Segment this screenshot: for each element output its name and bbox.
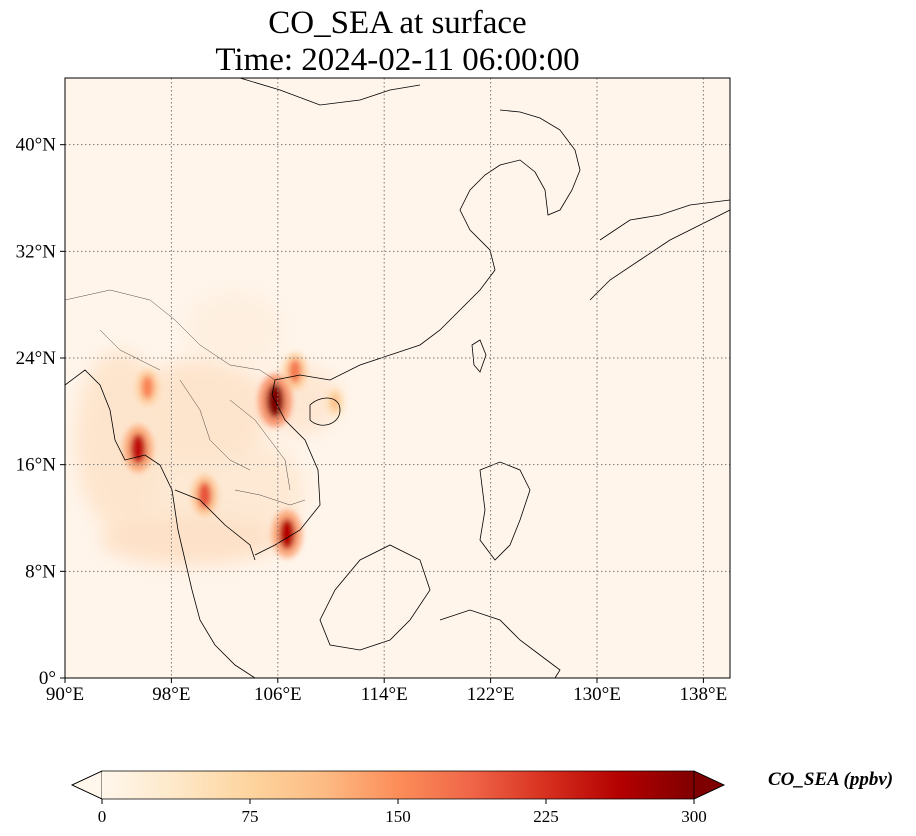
colorbar-body bbox=[102, 771, 694, 799]
colorbar-tick-label: 225 bbox=[533, 807, 559, 826]
tick-label-lat: 0° bbox=[39, 668, 56, 689]
tick-label-lon: 138°E bbox=[680, 684, 728, 705]
tick-label-lat: 24°N bbox=[16, 348, 57, 369]
hotspot-core bbox=[130, 433, 146, 464]
tick-label-lat: 8°N bbox=[25, 561, 56, 582]
colorbar: 0 75 150 225 300 bbox=[71, 770, 725, 826]
colorbar-tick-label: 150 bbox=[385, 807, 411, 826]
tick-label-lon: 122°E bbox=[467, 684, 515, 705]
colorbar-tick-label: 0 bbox=[98, 807, 107, 826]
tick-label-lat: 32°N bbox=[16, 241, 57, 262]
hotspot-core bbox=[141, 375, 154, 399]
hotspot-core bbox=[330, 392, 340, 412]
colorbar-extend-min bbox=[71, 770, 103, 800]
tick-label-lon: 106°E bbox=[254, 684, 302, 705]
tick-label-lat: 16°N bbox=[16, 455, 57, 476]
tick-label-lon: 114°E bbox=[361, 684, 408, 705]
tick-label-lon: 90°E bbox=[46, 684, 84, 705]
hotspot-core bbox=[279, 518, 295, 550]
map-frame bbox=[64, 77, 731, 679]
tick-label-lon: 130°E bbox=[573, 684, 621, 705]
axis-ticks: 90°E 98°E 106°E 114°E 122°E 130°E 138°E 0° 8°N 16… bbox=[16, 135, 728, 705]
concentration-hotspots bbox=[123, 352, 345, 559]
country-borders bbox=[65, 289, 306, 506]
tick-label-lat: 40°N bbox=[16, 135, 57, 156]
hotspot-core bbox=[289, 359, 302, 384]
map-subtitle: Time: 2024-02-11 06:00:00 bbox=[215, 42, 580, 78]
tick-label-lon: 98°E bbox=[152, 684, 190, 705]
colorbar-label: CO_SEA (ppbv) bbox=[768, 769, 894, 790]
colorbar-tick-label: 75 bbox=[242, 807, 259, 826]
colorbar-tick-label: 300 bbox=[681, 807, 707, 826]
coastlines bbox=[65, 78, 730, 678]
map-title: CO_SEA at surface bbox=[268, 5, 527, 41]
colorbar-extend-max bbox=[693, 770, 725, 800]
